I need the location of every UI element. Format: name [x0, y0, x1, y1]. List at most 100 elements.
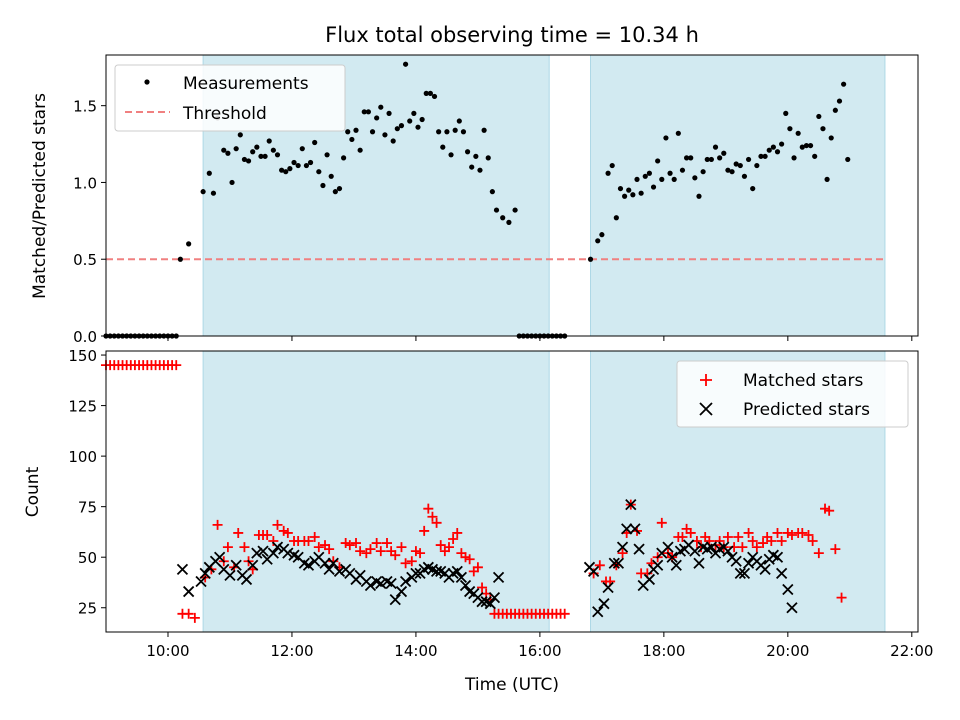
measurement-point: [473, 153, 479, 159]
matched-star-marker: [431, 517, 442, 528]
measurement-point: [436, 129, 442, 135]
matched-star-marker: [766, 536, 777, 547]
predicted-star-marker: [705, 541, 718, 553]
measurement-point: [444, 129, 450, 135]
measurement-point: [613, 215, 619, 221]
measurement-point: [712, 144, 719, 150]
measurement-point: [671, 176, 677, 182]
predicted-star-marker: [730, 555, 742, 567]
matched-star-marker: [419, 525, 430, 536]
measurement-point: [729, 169, 735, 175]
matched-star-marker: [423, 503, 434, 514]
matched-star-marker: [355, 546, 366, 557]
measurement-point: [237, 132, 243, 138]
measurement-point: [464, 149, 471, 155]
top-observing-interval: [590, 54, 886, 337]
measurement-point: [398, 123, 405, 129]
predicted-star-marker: [319, 557, 331, 569]
measurement-point: [845, 156, 851, 163]
predicted-star-marker: [693, 557, 705, 569]
matched-star-marker: [381, 538, 392, 549]
predicted-star-marker: [302, 559, 315, 571]
measurement-point: [440, 144, 446, 150]
predicted-star-marker: [722, 545, 734, 557]
top-axes-frame: [105, 54, 919, 337]
x-tick-label: 14:00: [394, 642, 437, 660]
measurement-point: [803, 142, 810, 149]
matched-star-marker: [722, 531, 733, 542]
measurement-point: [642, 173, 648, 179]
measurement-point: [617, 185, 624, 192]
matched-star-marker: [714, 536, 725, 547]
matched-star-marker: [375, 546, 386, 557]
measurement-point: [500, 215, 506, 221]
measurement-point: [774, 149, 781, 155]
measurement-point: [708, 156, 714, 163]
matched-star-marker: [737, 542, 748, 553]
measurement-point: [419, 116, 425, 123]
legend-predicted-marker: [699, 402, 713, 416]
measurement-point: [745, 156, 752, 163]
predicted-star-marker: [375, 577, 387, 590]
bottom-y-axis-label: Count: [23, 466, 43, 517]
predicted-star-marker: [666, 551, 678, 563]
predicted-star-marker: [484, 598, 496, 610]
predicted-star-marker: [587, 565, 600, 577]
predicted-star-marker: [662, 541, 674, 553]
predicted-star-marker: [430, 565, 443, 577]
predicted-star-marker: [271, 541, 284, 553]
measurement-point: [512, 207, 518, 213]
measurement-point: [341, 155, 347, 161]
legend-matched-label: Matched stars: [743, 371, 863, 391]
measurement-point: [427, 90, 433, 96]
predicted-star-marker: [488, 591, 501, 604]
measurement-point: [262, 153, 268, 159]
measurement-point: [787, 126, 793, 132]
top-legend: Measurements Threshold: [114, 64, 346, 132]
measurement-point: [779, 141, 785, 147]
matched-star-marker: [786, 529, 797, 540]
matched-star-marker: [212, 519, 223, 530]
measurement-point: [345, 129, 351, 135]
matched-star-marker: [824, 505, 835, 516]
top-y-tick-label: 0.0: [73, 328, 97, 346]
matched-star-marker: [452, 527, 463, 538]
predicted-star-marker: [738, 567, 751, 580]
measurement-point: [754, 162, 760, 169]
measurement-point: [481, 127, 487, 133]
measurement-point: [650, 184, 657, 190]
measurement-point: [469, 164, 475, 170]
matched-star-marker: [262, 529, 273, 540]
measurement-point: [824, 176, 830, 182]
measurement-point: [378, 104, 384, 110]
predicted-star-marker: [399, 575, 412, 588]
measurement-point: [241, 156, 248, 163]
bottom-legend: Matched stars Predicted stars: [676, 360, 909, 428]
predicted-star-marker: [652, 559, 664, 571]
measurement-point: [828, 135, 834, 141]
predicted-star-marker: [759, 563, 771, 575]
predicted-star-marker: [410, 567, 422, 580]
x-tick-label: 22:00: [890, 642, 933, 660]
predicted-star-marker: [282, 547, 294, 559]
measurement-point: [696, 193, 702, 199]
matched-star-marker: [233, 527, 244, 538]
matched-star-marker: [751, 542, 762, 553]
measurement-point: [250, 149, 256, 155]
matched-star-marker: [813, 548, 824, 559]
matched-star-marker: [656, 517, 667, 528]
predicted-star-marker: [214, 551, 226, 563]
measurement-point: [452, 127, 458, 133]
measurement-point: [177, 256, 183, 262]
measurement-point: [210, 190, 217, 196]
x-tick-label: 12:00: [270, 642, 313, 660]
predicted-star-marker: [389, 594, 401, 606]
measurement-point: [599, 232, 605, 238]
matched-star-marker: [758, 538, 769, 549]
measurement-point: [663, 135, 669, 141]
matched-star-marker: [677, 531, 688, 542]
legend-predicted-label: Predicted stars: [743, 400, 870, 420]
measurement-point: [295, 162, 301, 169]
measurement-point: [431, 93, 438, 100]
